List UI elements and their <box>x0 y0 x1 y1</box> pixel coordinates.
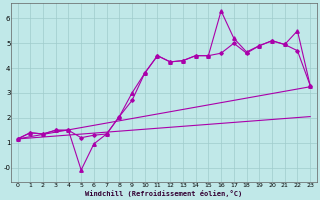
X-axis label: Windchill (Refroidissement éolien,°C): Windchill (Refroidissement éolien,°C) <box>85 190 243 197</box>
